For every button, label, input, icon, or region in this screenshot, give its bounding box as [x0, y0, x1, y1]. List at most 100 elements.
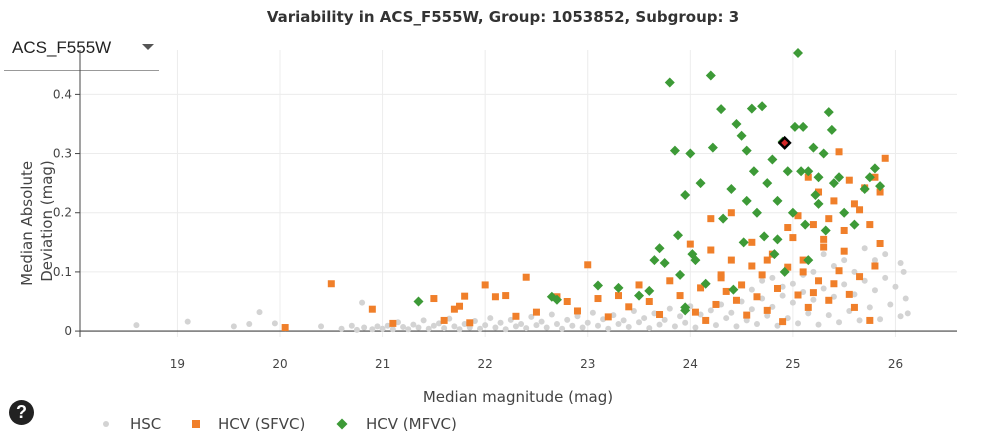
- sfvc-point: [512, 312, 520, 320]
- mfvc-point: [649, 255, 660, 266]
- filter-dropdown-value: ACS_F555W: [12, 38, 112, 57]
- mfvc-point: [796, 166, 807, 177]
- hsc-point: [528, 313, 535, 320]
- sfvc-point: [825, 296, 833, 304]
- sfvc-point: [461, 292, 469, 300]
- mfvc-point: [820, 225, 831, 236]
- hsc-point: [671, 323, 678, 330]
- sfvc-point: [691, 308, 699, 316]
- sfvc-point: [645, 297, 653, 305]
- hsc-point: [841, 281, 848, 288]
- mfvc-point: [798, 121, 809, 132]
- hsc-point: [877, 316, 884, 323]
- x-tick-label: 26: [888, 357, 903, 371]
- sfvc-point: [763, 256, 771, 264]
- sfvc-point: [481, 281, 489, 289]
- legend-label: HSC: [130, 415, 161, 433]
- sfvc-point: [881, 154, 889, 162]
- mfvc-point: [551, 294, 562, 305]
- sfvc-point: [522, 273, 530, 281]
- hsc-point: [748, 286, 755, 293]
- hsc-point: [697, 311, 704, 318]
- sfvc-point: [830, 197, 838, 205]
- mfvc-point: [875, 181, 886, 192]
- x-axis-title: Median magnitude (mag): [423, 388, 613, 406]
- hsc-point: [338, 325, 345, 332]
- hsc-point: [836, 319, 843, 326]
- hsc-point: [230, 323, 237, 330]
- y-tick-label: 0.3: [53, 147, 72, 161]
- sfvc-point: [707, 246, 715, 254]
- sfvc-point: [743, 311, 751, 319]
- mfvc-point: [746, 103, 757, 114]
- hsc-point: [543, 324, 550, 331]
- hsc-point: [815, 321, 822, 328]
- chevron-down-icon[interactable]: [142, 44, 154, 50]
- hsc-point: [830, 262, 837, 269]
- legend-item-hcv-sfvc[interactable]: HCV (SFVC): [192, 415, 305, 433]
- hsc-point: [871, 287, 878, 294]
- y-tick-label: 0.1: [53, 265, 72, 279]
- sfvc-point: [815, 188, 823, 196]
- sfvc-point: [804, 173, 812, 181]
- hsc-point: [759, 277, 766, 284]
- mfvc-point: [592, 280, 603, 291]
- hsc-point: [425, 325, 432, 332]
- mfvc-point: [823, 107, 834, 118]
- mfvc-point: [779, 266, 790, 277]
- legend-item-hcv-mfvc[interactable]: HCV (MFVC): [336, 415, 457, 433]
- hsc-point: [656, 321, 663, 328]
- hsc-point: [795, 320, 802, 327]
- hsc-point: [851, 268, 858, 275]
- sfvc-point: [491, 293, 499, 301]
- hsc-point: [589, 309, 596, 316]
- highlight-diamond-marker[interactable]: [781, 139, 789, 147]
- mfvc-point: [772, 195, 783, 206]
- mfvc-point: [803, 255, 814, 266]
- hsc-point: [574, 313, 581, 320]
- hsc-point: [477, 325, 484, 332]
- hsc-point: [600, 316, 607, 323]
- filter-dropdown[interactable]: ACS_F555W: [4, 34, 159, 71]
- sfvc-point: [281, 324, 289, 332]
- hsc-point: [779, 283, 786, 290]
- legend-marker: [192, 420, 200, 428]
- hsc-point: [569, 322, 576, 329]
- series-hcv-mfvc: [413, 47, 886, 316]
- sfvc-point: [856, 273, 864, 281]
- legend-item-hsc[interactable]: HSC: [103, 415, 161, 433]
- mfvc-point: [787, 207, 798, 218]
- hsc-point: [430, 322, 437, 329]
- mfvc-point: [748, 166, 759, 177]
- hsc-point: [641, 315, 648, 322]
- mfvc-point: [813, 172, 824, 183]
- hsc-point: [800, 289, 807, 296]
- sfvc-point: [804, 303, 812, 311]
- y-axis-title-line-2: Deviation (mag): [38, 160, 56, 282]
- mfvc-point: [644, 285, 655, 296]
- mfvc-point: [726, 184, 737, 195]
- hsc-point: [446, 315, 453, 322]
- hsc-point: [492, 324, 499, 331]
- sfvc-point: [850, 303, 858, 311]
- sfvc-point: [702, 316, 710, 324]
- x-tick-label: 19: [170, 357, 185, 371]
- sfvc-point: [635, 281, 643, 289]
- hsc-point: [400, 323, 407, 330]
- help-button[interactable]: ?: [9, 400, 34, 425]
- hsc-point: [379, 325, 386, 332]
- hsc-point: [897, 313, 904, 320]
- mfvc-point: [757, 101, 768, 112]
- sfvc-point: [686, 240, 694, 248]
- legend[interactable]: HSC HCV (SFVC) HCV (MFVC): [103, 415, 457, 433]
- sfvc-point: [727, 209, 735, 217]
- highlighted-point[interactable]: [777, 135, 792, 150]
- hsc-point: [625, 323, 632, 330]
- x-tick-label: 22: [478, 357, 493, 371]
- hsc-point: [594, 322, 601, 329]
- sfvc-point: [789, 234, 797, 242]
- sfvc-point: [615, 292, 623, 300]
- mfvc-point: [705, 70, 716, 81]
- sfvc-point: [450, 305, 458, 313]
